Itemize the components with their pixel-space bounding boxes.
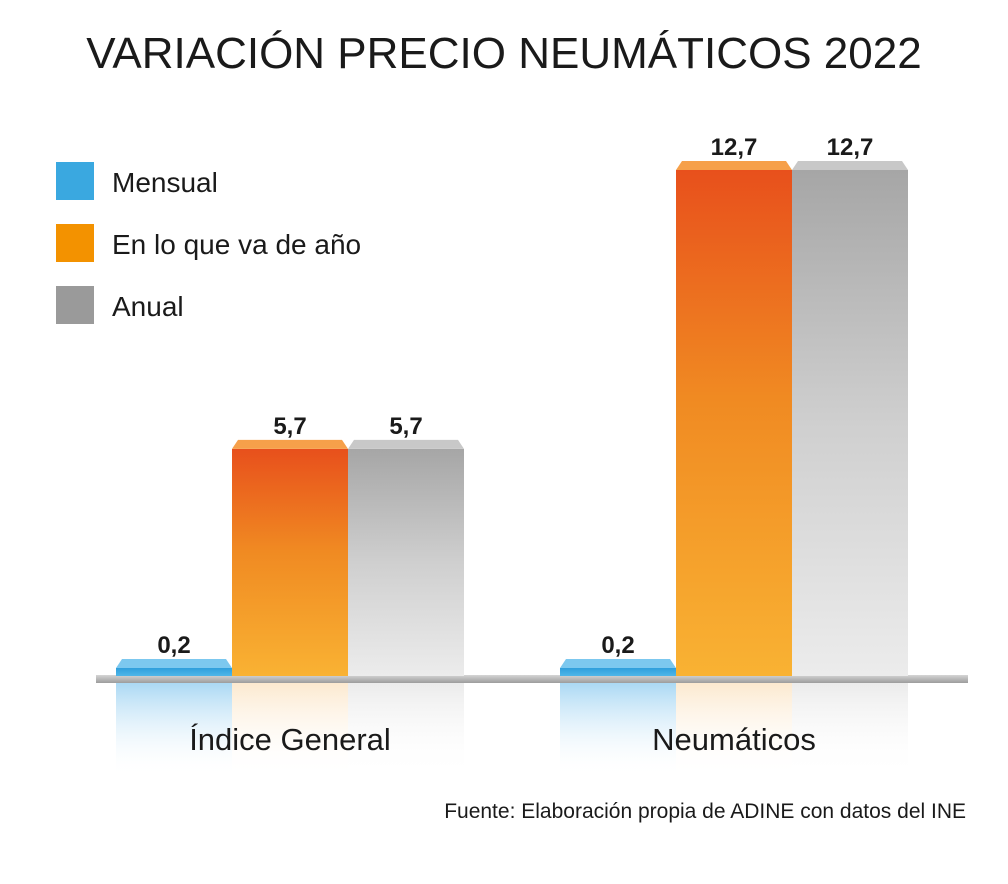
legend-swatch-mensual (56, 162, 94, 200)
bar-top-mensual-neumaticos (560, 659, 676, 668)
baseline (96, 675, 968, 683)
bar-reflections (116, 682, 908, 777)
bar-top-mensual-indice-general (116, 659, 232, 668)
bars (116, 161, 908, 676)
legend-label-anual: Anual (112, 291, 184, 322)
chart-title: VARIACIÓN PRECIO NEUMÁTICOS 2022 (86, 29, 921, 78)
bar-anual-indice-general (348, 448, 464, 676)
legend-swatch-en-lo-que-va-de-ano (56, 224, 94, 262)
value-label: 0,2 (601, 632, 634, 659)
category-label-neumaticos: Neumáticos (652, 722, 816, 757)
source-note: Fuente: Elaboración propia de ADINE con … (444, 800, 966, 823)
category-label-indice-general: Índice General (189, 722, 391, 757)
legend-swatch-anual (56, 286, 94, 324)
bar-reflection (232, 682, 348, 777)
bar-mensual-neumaticos (560, 668, 676, 676)
legend-label-mensual: Mensual (112, 167, 218, 198)
value-label: 12,7 (827, 134, 874, 161)
value-label: 5,7 (273, 413, 306, 440)
bar-reflection (676, 682, 792, 777)
value-labels: 0,2 5,7 5,7 0,2 12,7 12,7 (157, 134, 873, 659)
bar-reflection (560, 682, 676, 777)
bar-top-anual-indice-general (348, 439, 464, 449)
bar-reflection (116, 682, 232, 777)
value-label: 5,7 (389, 413, 422, 440)
bar-mensual-indice-general (116, 668, 232, 676)
bar-anual-neumaticos (792, 170, 908, 676)
bar-top-en-lo-que-va-de-ano-neumaticos (676, 161, 792, 170)
legend: Mensual En lo que va de año Anual (56, 162, 361, 324)
bar-top-anual-neumaticos (792, 161, 908, 170)
bar-en-lo-que-va-de-ano-neumaticos (676, 170, 792, 676)
value-label: 12,7 (711, 134, 758, 161)
bar-top-en-lo-que-va-de-ano-indice-general (232, 439, 348, 449)
category-labels: Índice General Neumáticos (189, 722, 816, 757)
value-label: 0,2 (157, 632, 190, 659)
bar-en-lo-que-va-de-ano-indice-general (232, 448, 348, 676)
bar-reflection (792, 682, 908, 777)
bar-reflection (348, 682, 464, 777)
legend-label-en-lo-que-va-de-ano: En lo que va de año (112, 229, 361, 260)
